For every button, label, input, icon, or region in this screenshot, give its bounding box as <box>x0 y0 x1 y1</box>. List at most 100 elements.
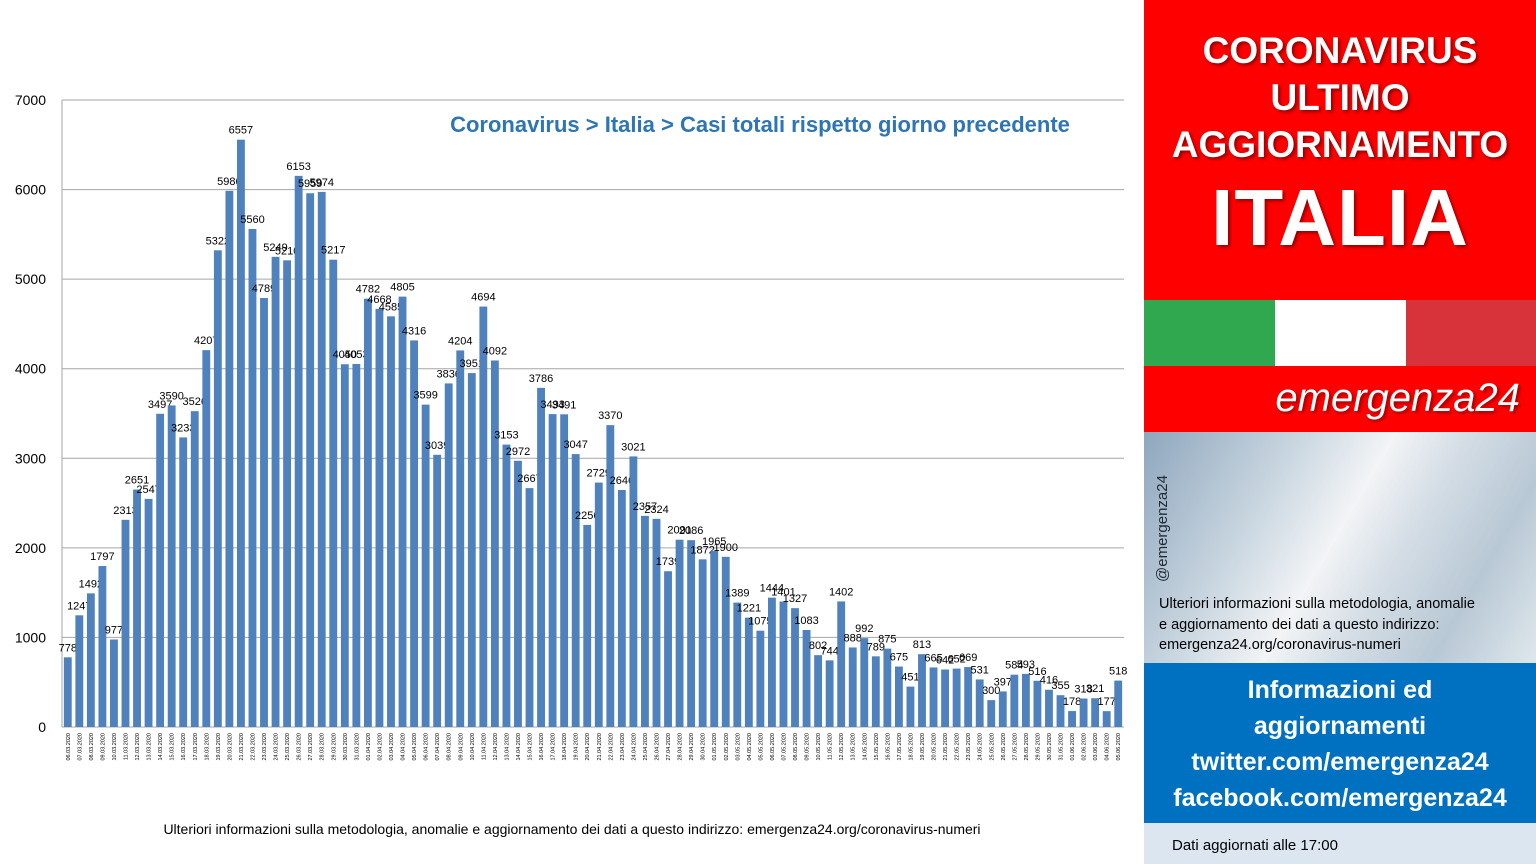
data-label: 451 <box>901 672 919 684</box>
data-label: 4316 <box>402 325 426 337</box>
x-tick-label: 28.04.2020 <box>678 733 684 761</box>
x-tick-label: 08.05.2020 <box>793 733 799 761</box>
bar <box>467 373 476 727</box>
data-label: 300 <box>982 685 1000 697</box>
x-tick-label: 16.03.2020 <box>181 733 187 761</box>
x-tick-label: 24.03.2020 <box>274 733 280 761</box>
bar <box>1033 680 1042 727</box>
facebook-link[interactable]: facebook.com/emergenza24 <box>1173 784 1507 812</box>
data-label: 778 <box>59 642 77 654</box>
data-label: 789 <box>867 641 885 653</box>
y-tick-label: 5000 <box>15 271 46 287</box>
bar <box>629 456 638 727</box>
bar <box>1045 689 1053 727</box>
bar <box>617 489 626 727</box>
y-tick-label: 1000 <box>15 629 46 645</box>
bar <box>664 571 672 727</box>
bar <box>398 296 407 727</box>
bar <box>802 629 811 727</box>
data-label: 5560 <box>240 214 264 226</box>
data-label: 4204 <box>448 335 472 347</box>
x-tick-label: 01.06.2020 <box>1070 733 1076 761</box>
background-photo: @emergenza24 Ulteriori informazioni sull… <box>1144 432 1536 663</box>
x-tick-label: 30.03.2020 <box>343 733 349 761</box>
twitter-link[interactable]: twitter.com/emergenza24 <box>1191 748 1489 776</box>
data-label: 1797 <box>90 551 114 563</box>
x-tick-label: 02.05.2020 <box>724 733 730 761</box>
bar <box>98 566 107 727</box>
update-timestamp: Dati aggiornati alle 17:00 <box>1172 837 1338 854</box>
x-tick-label: 18.04.2020 <box>562 733 568 761</box>
bar <box>433 454 442 727</box>
x-tick-label: 15.05.2020 <box>874 733 880 761</box>
x-tick-label: 09.04.2020 <box>458 733 464 761</box>
data-label: 3599 <box>413 390 437 402</box>
x-tick-label: 29.04.2020 <box>689 733 695 761</box>
data-label: 3021 <box>621 441 645 453</box>
x-tick-label: 29.05.2020 <box>1035 733 1041 761</box>
bar <box>710 550 719 727</box>
data-label: 3951 <box>460 358 484 370</box>
bar <box>248 228 257 728</box>
bar <box>906 686 915 727</box>
data-label: 3526 <box>183 396 207 408</box>
header-line-3: AGGIORNAMENTO <box>1171 124 1509 165</box>
x-tick-label: 06.05.2020 <box>770 733 776 761</box>
x-tick-label: 25.03.2020 <box>285 733 291 761</box>
bar <box>756 630 765 727</box>
x-tick-label: 22.03.2020 <box>250 733 256 761</box>
bar <box>167 405 176 727</box>
x-tick-label: 28.03.2020 <box>320 733 326 761</box>
data-label: 518 <box>1109 666 1127 678</box>
x-tick-label: 02.06.2020 <box>1082 733 1088 761</box>
x-tick-label: 01.04.2020 <box>366 733 372 761</box>
bar <box>294 175 303 727</box>
data-label: 5210 <box>275 245 299 257</box>
bar <box>329 259 338 727</box>
data-label: 1075 <box>748 616 772 628</box>
bar <box>1091 698 1100 727</box>
x-tick-label: 20.03.2020 <box>227 733 233 761</box>
data-label: 3836 <box>436 368 460 380</box>
social-line-2: aggiornamenti <box>1253 712 1427 740</box>
x-tick-label: 03.06.2020 <box>1093 733 1099 761</box>
bar <box>363 298 372 727</box>
info-line-2: e aggiornamento dei dati a questo indiri… <box>1159 617 1440 633</box>
data-label: 3233 <box>171 422 195 434</box>
data-label: 5217 <box>321 245 345 257</box>
x-tick-label: 15.03.2020 <box>170 733 176 761</box>
handle-text: @emergenza24 <box>1154 475 1171 582</box>
bar <box>964 667 973 727</box>
brand-logo-text: emergenza24 <box>1275 376 1520 420</box>
data-label: 3370 <box>598 410 622 422</box>
bar <box>894 666 903 727</box>
data-label: 1402 <box>829 586 853 598</box>
data-label: 178 <box>1063 696 1081 708</box>
data-label: 318 <box>1074 684 1092 696</box>
data-label: 642 <box>936 654 954 666</box>
x-tick-label: 23.03.2020 <box>262 733 268 761</box>
x-tick-label: 04.04.2020 <box>401 733 407 761</box>
bar <box>352 363 361 727</box>
x-tick-label: 05.06.2020 <box>1116 733 1122 761</box>
x-tick-label: 25.04.2020 <box>643 733 649 761</box>
bar <box>271 256 280 727</box>
x-tick-label: 06.03.2020 <box>66 733 72 761</box>
x-tick-label: 13.04.2020 <box>504 733 510 761</box>
x-tick-label: 10.03.2020 <box>112 733 118 761</box>
bar <box>594 482 603 727</box>
x-tick-label: 12.03.2020 <box>135 733 141 761</box>
bar <box>375 308 384 727</box>
data-label: 1492 <box>79 578 103 590</box>
bar <box>213 250 222 728</box>
bar <box>179 437 188 727</box>
bar <box>202 350 211 727</box>
info-link[interactable]: emergenza24.org/coronavirus-numeri <box>1159 637 1401 653</box>
header-line-1: CORONAVIRUS <box>1202 30 1478 71</box>
data-label: 5959 <box>298 178 322 190</box>
bar <box>1079 698 1088 727</box>
bar <box>687 540 696 727</box>
bar <box>456 350 465 727</box>
data-label: 2086 <box>679 525 703 537</box>
data-label: 3590 <box>159 390 183 402</box>
